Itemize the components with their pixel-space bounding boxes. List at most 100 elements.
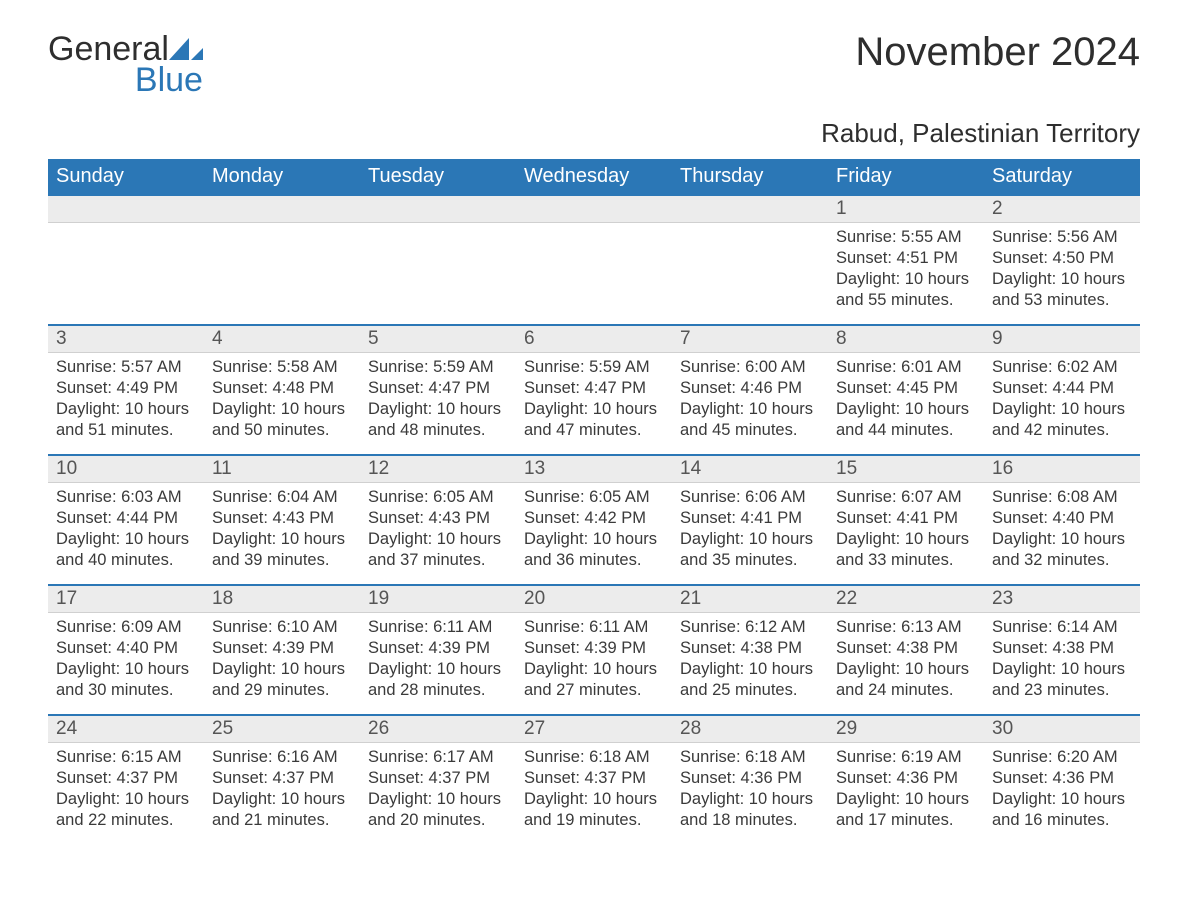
daylight-line2: and 18 minutes. [680,810,820,831]
sunrise-line: Sunrise: 5:55 AM [836,227,976,248]
sunrise-line: Sunrise: 5:59 AM [368,357,508,378]
calendar-cell: 26Sunrise: 6:17 AMSunset: 4:37 PMDayligh… [360,714,516,844]
daylight-line1: Daylight: 10 hours [56,529,196,550]
calendar-cell: 14Sunrise: 6:06 AMSunset: 4:41 PMDayligh… [672,454,828,584]
day-number: 1 [828,194,984,223]
daylight-line1: Daylight: 10 hours [680,399,820,420]
sunset-line: Sunset: 4:39 PM [524,638,664,659]
day-number: 25 [204,714,360,743]
daylight-line2: and 48 minutes. [368,420,508,441]
sunset-line: Sunset: 4:36 PM [836,768,976,789]
day-number: 15 [828,454,984,483]
calendar-cell: 17Sunrise: 6:09 AMSunset: 4:40 PMDayligh… [48,584,204,714]
sunrise-line: Sunrise: 6:05 AM [524,487,664,508]
sunrise-line: Sunrise: 6:09 AM [56,617,196,638]
calendar-cell: 19Sunrise: 6:11 AMSunset: 4:39 PMDayligh… [360,584,516,714]
weekday-header: Wednesday [516,159,672,194]
day-number: 26 [360,714,516,743]
daylight-line1: Daylight: 10 hours [992,399,1132,420]
calendar-cell: 30Sunrise: 6:20 AMSunset: 4:36 PMDayligh… [984,714,1140,844]
daylight-line1: Daylight: 10 hours [212,789,352,810]
daylight-line2: and 45 minutes. [680,420,820,441]
calendar-cell: 9Sunrise: 6:02 AMSunset: 4:44 PMDaylight… [984,324,1140,454]
daylight-line2: and 39 minutes. [212,550,352,571]
sunset-line: Sunset: 4:50 PM [992,248,1132,269]
daylight-line2: and 25 minutes. [680,680,820,701]
day-details: Sunrise: 6:09 AMSunset: 4:40 PMDaylight:… [48,613,204,703]
sunset-line: Sunset: 4:45 PM [836,378,976,399]
day-details: Sunrise: 6:11 AMSunset: 4:39 PMDaylight:… [516,613,672,703]
day-details: Sunrise: 6:06 AMSunset: 4:41 PMDaylight:… [672,483,828,573]
day-number: 14 [672,454,828,483]
daylight-line2: and 17 minutes. [836,810,976,831]
sunrise-line: Sunrise: 6:06 AM [680,487,820,508]
day-details: Sunrise: 6:14 AMSunset: 4:38 PMDaylight:… [984,613,1140,703]
daylight-line2: and 40 minutes. [56,550,196,571]
sunrise-line: Sunrise: 6:13 AM [836,617,976,638]
day-details: Sunrise: 5:55 AMSunset: 4:51 PMDaylight:… [828,223,984,313]
daylight-line1: Daylight: 10 hours [836,789,976,810]
daylight-line2: and 19 minutes. [524,810,664,831]
sunset-line: Sunset: 4:41 PM [680,508,820,529]
daylight-line1: Daylight: 10 hours [992,529,1132,550]
calendar-cell: 16Sunrise: 6:08 AMSunset: 4:40 PMDayligh… [984,454,1140,584]
day-details: Sunrise: 5:59 AMSunset: 4:47 PMDaylight:… [360,353,516,443]
sunset-line: Sunset: 4:43 PM [212,508,352,529]
sunset-line: Sunset: 4:40 PM [56,638,196,659]
sunset-line: Sunset: 4:39 PM [368,638,508,659]
daylight-line2: and 44 minutes. [836,420,976,441]
daylight-line1: Daylight: 10 hours [524,529,664,550]
weekday-header: Saturday [984,159,1140,194]
weekday-header: Thursday [672,159,828,194]
daylight-line1: Daylight: 10 hours [524,399,664,420]
sunset-line: Sunset: 4:38 PM [680,638,820,659]
sunrise-line: Sunrise: 6:20 AM [992,747,1132,768]
daylight-line2: and 28 minutes. [368,680,508,701]
day-number: 13 [516,454,672,483]
daylight-line2: and 37 minutes. [368,550,508,571]
sunset-line: Sunset: 4:48 PM [212,378,352,399]
day-number: 18 [204,584,360,613]
day-details: Sunrise: 6:05 AMSunset: 4:42 PMDaylight:… [516,483,672,573]
day-number: 6 [516,324,672,353]
day-details: Sunrise: 5:57 AMSunset: 4:49 PMDaylight:… [48,353,204,443]
daylight-line1: Daylight: 10 hours [524,789,664,810]
day-number: 23 [984,584,1140,613]
day-number: 2 [984,194,1140,223]
daylight-line1: Daylight: 10 hours [680,529,820,550]
calendar-cell: 20Sunrise: 6:11 AMSunset: 4:39 PMDayligh… [516,584,672,714]
day-number: 20 [516,584,672,613]
day-number: 8 [828,324,984,353]
daylight-line1: Daylight: 10 hours [368,529,508,550]
daylight-line2: and 35 minutes. [680,550,820,571]
calendar-cell: 23Sunrise: 6:14 AMSunset: 4:38 PMDayligh… [984,584,1140,714]
day-details: Sunrise: 6:17 AMSunset: 4:37 PMDaylight:… [360,743,516,833]
sunset-line: Sunset: 4:37 PM [212,768,352,789]
daylight-line2: and 55 minutes. [836,290,976,311]
daylight-line2: and 36 minutes. [524,550,664,571]
daylight-line1: Daylight: 10 hours [56,659,196,680]
calendar-cell: 22Sunrise: 6:13 AMSunset: 4:38 PMDayligh… [828,584,984,714]
day-number: 10 [48,454,204,483]
day-details: Sunrise: 5:56 AMSunset: 4:50 PMDaylight:… [984,223,1140,313]
sunrise-line: Sunrise: 6:05 AM [368,487,508,508]
calendar-cell [48,194,828,324]
sunrise-line: Sunrise: 5:57 AM [56,357,196,378]
day-details: Sunrise: 6:02 AMSunset: 4:44 PMDaylight:… [984,353,1140,443]
calendar-cell: 6Sunrise: 5:59 AMSunset: 4:47 PMDaylight… [516,324,672,454]
calendar-cell: 13Sunrise: 6:05 AMSunset: 4:42 PMDayligh… [516,454,672,584]
daylight-line1: Daylight: 10 hours [836,529,976,550]
logo-word2: Blue [135,61,203,99]
day-details: Sunrise: 6:01 AMSunset: 4:45 PMDaylight:… [828,353,984,443]
sunset-line: Sunset: 4:36 PM [680,768,820,789]
sunrise-line: Sunrise: 6:00 AM [680,357,820,378]
daylight-line1: Daylight: 10 hours [992,269,1132,290]
day-number: 16 [984,454,1140,483]
sunrise-line: Sunrise: 6:14 AM [992,617,1132,638]
daylight-line2: and 29 minutes. [212,680,352,701]
sunrise-line: Sunrise: 6:08 AM [992,487,1132,508]
day-number: 21 [672,584,828,613]
day-details: Sunrise: 6:16 AMSunset: 4:37 PMDaylight:… [204,743,360,833]
sunset-line: Sunset: 4:46 PM [680,378,820,399]
calendar-cell: 8Sunrise: 6:01 AMSunset: 4:45 PMDaylight… [828,324,984,454]
